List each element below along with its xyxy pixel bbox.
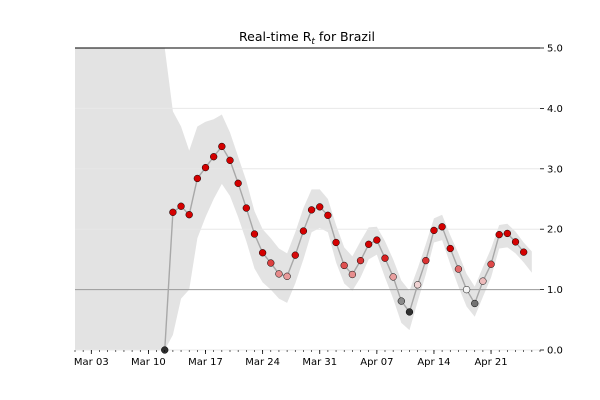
rt-point	[201, 163, 210, 172]
rt-point	[511, 238, 520, 246]
x-tick-label: Mar 03	[74, 357, 109, 368]
x-tick-label: Mar 10	[131, 357, 166, 368]
y-tick-label: 0.0	[547, 346, 563, 357]
rt-point	[169, 208, 177, 216]
rt-point	[299, 227, 308, 235]
x-tick-label: Apr 14	[417, 357, 450, 368]
rt-point	[413, 281, 422, 289]
rt-point	[503, 229, 512, 238]
rt-point	[267, 259, 275, 267]
rt-point	[283, 272, 291, 280]
credible-band-area	[75, 48, 532, 350]
rt-point	[520, 248, 528, 256]
rt-point	[471, 299, 479, 308]
x-tick-label: Apr 21	[474, 357, 507, 368]
x-tick-label: Mar 31	[302, 357, 337, 368]
rt-point	[389, 273, 397, 281]
y-tick-label: 3.0	[547, 164, 563, 175]
y-tick-label: 1.0	[547, 285, 563, 296]
x-tick-label: Apr 07	[360, 357, 393, 368]
rt-point	[422, 256, 430, 265]
rt-point	[332, 238, 340, 247]
rt-point	[495, 230, 503, 239]
rt-point	[381, 254, 389, 262]
rt-point	[438, 223, 446, 231]
y-tick-label: 4.0	[547, 104, 563, 115]
y-tick-label: 2.0	[547, 225, 563, 236]
rt-point	[275, 270, 283, 278]
rt-point	[356, 256, 365, 265]
rt-point	[226, 156, 234, 164]
y-axis-ticks: 0.0 1.0 2.0 3.0 4.0 5.0	[540, 44, 563, 357]
rt-point	[258, 249, 267, 257]
rt-point	[193, 174, 202, 183]
credible-interval-band	[75, 48, 532, 350]
rt-point	[487, 260, 495, 268]
rt-point	[348, 270, 357, 279]
rt-point	[365, 240, 373, 248]
rt-point	[479, 277, 487, 285]
rt-point	[446, 244, 454, 253]
gridlines	[75, 107, 540, 230]
x-axis-ticks: Mar 03 Mar 10 Mar 17 Mar 24 Mar 31 Apr 07 Apr …	[74, 350, 541, 368]
rt-point	[454, 265, 463, 273]
rt-point	[291, 251, 299, 259]
chart-title: Real-time Rt for Brazil	[239, 29, 375, 47]
rt-point	[218, 142, 226, 151]
rt-point	[234, 179, 242, 187]
rt-point	[307, 206, 316, 214]
rt-point	[177, 202, 185, 210]
x-tick-label: Mar 24	[245, 357, 280, 368]
rt-point	[316, 203, 324, 211]
y-tick-label: 5.0	[547, 44, 563, 55]
rt-point	[405, 308, 414, 316]
rt-point	[340, 261, 348, 270]
rt-point	[242, 204, 250, 212]
rt-point	[430, 226, 438, 235]
rt-point	[462, 285, 471, 294]
rt-point	[250, 230, 259, 238]
x-tick-label: Mar 17	[188, 357, 223, 368]
rt-point	[397, 297, 405, 305]
rt-point	[373, 236, 381, 244]
rt-point	[185, 211, 193, 219]
rt-point	[324, 211, 332, 219]
rt-points	[161, 142, 528, 354]
rt-point	[210, 153, 218, 161]
